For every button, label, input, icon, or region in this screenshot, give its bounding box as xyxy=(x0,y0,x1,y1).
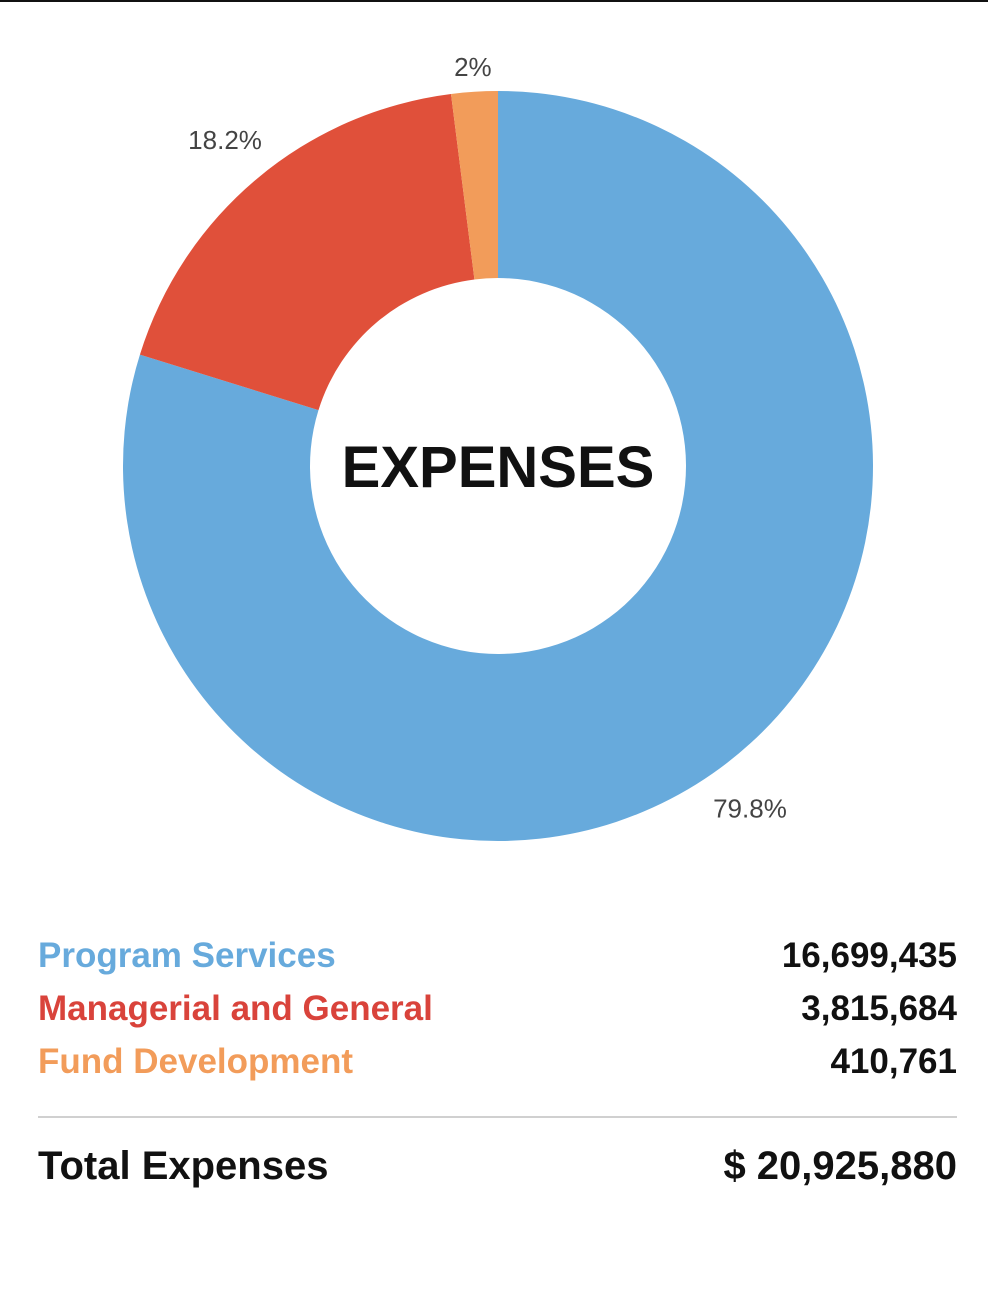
legend-label: Managerial and General xyxy=(38,989,433,1028)
slice-managerial-and-general xyxy=(139,93,475,411)
center-label: EXPENSES xyxy=(342,435,655,500)
total-label: Total Expenses xyxy=(38,1144,329,1188)
divider xyxy=(38,1116,957,1118)
slice-fund-development xyxy=(451,91,498,280)
percent-label: 79.8% xyxy=(713,793,787,823)
legend-amount: 410,761 xyxy=(830,1042,957,1081)
donut-chart: 79.8% 18.2% 2% EXPENSES xyxy=(122,52,873,842)
percent-label: 2% xyxy=(454,52,492,82)
total-row: Total Expenses $ 20,925,880 xyxy=(38,1144,957,1188)
total-amount: $ 20,925,880 xyxy=(723,1144,957,1188)
legend-amount: 3,815,684 xyxy=(801,989,957,1028)
top-border xyxy=(0,0,988,2)
legend-row-program-services: Program Services 16,699,435 xyxy=(38,936,957,976)
legend-label: Fund Development xyxy=(38,1042,354,1081)
legend-row-managerial-general: Managerial and General 3,815,684 xyxy=(38,989,957,1029)
legend-amount: 16,699,435 xyxy=(781,936,957,975)
legend-row-fund-development: Fund Development 410,761 xyxy=(38,1042,957,1082)
legend-label: Program Services xyxy=(38,936,336,975)
slice-program-services xyxy=(122,91,873,842)
percent-label: 18.2% xyxy=(188,125,262,155)
